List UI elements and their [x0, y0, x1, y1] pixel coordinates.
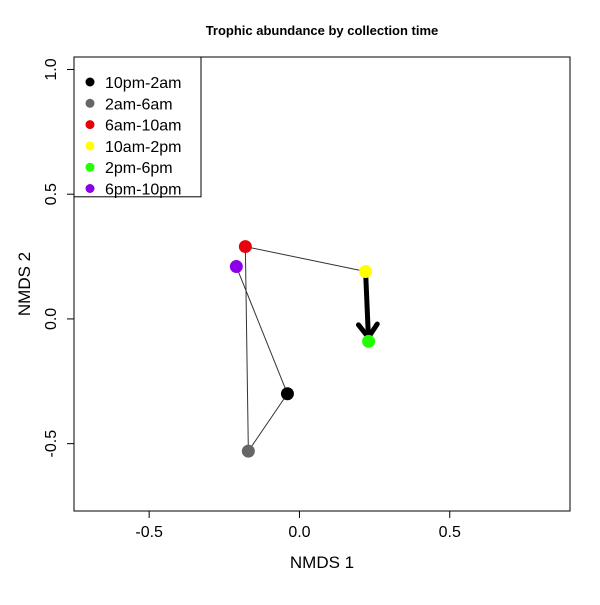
- x-axis: -0.5 0.0 0.5: [135, 511, 461, 541]
- x-tick-label: 0.0: [288, 524, 310, 541]
- data-point: [280, 387, 294, 401]
- data-point: [241, 444, 255, 458]
- trajectory-path: [235, 246, 366, 452]
- data-point: [238, 240, 252, 254]
- path-segment: [247, 393, 288, 452]
- arrow-layer: [355, 269, 380, 340]
- data-point: [359, 265, 373, 279]
- y-tick-label: 0.5: [43, 183, 60, 205]
- legend-marker: [85, 141, 95, 151]
- data-point: [229, 260, 243, 274]
- legend-label: 2pm-6pm: [105, 160, 173, 177]
- legend-label: 2am-6am: [105, 96, 173, 113]
- legend: 10pm-2am 2am-6am 6am-10am 10am-2pm 2pm-6pm 6p…: [73, 56, 202, 199]
- y-axis-label: NMDS 2: [15, 252, 34, 316]
- path-segment: [245, 246, 366, 273]
- arrow-shaft: [363, 269, 371, 340]
- data-point: [362, 334, 376, 348]
- legend-marker: [85, 120, 95, 130]
- x-tick-label: 0.5: [439, 524, 461, 541]
- legend-label: 10am-2pm: [105, 139, 181, 156]
- y-tick-label: 1.0: [43, 58, 60, 80]
- x-tick-label: -0.5: [135, 524, 163, 541]
- y-tick-label: 0.0: [43, 308, 60, 330]
- legend-marker: [85, 77, 95, 87]
- legend-marker: [85, 162, 95, 172]
- legend-label: 6am-10am: [105, 118, 181, 135]
- legend-marker: [85, 184, 95, 193]
- path-segment: [244, 246, 249, 452]
- x-axis-label: NMDS 1: [290, 553, 354, 572]
- path-segment: [235, 266, 288, 394]
- y-tick-label: -0.5: [43, 430, 60, 458]
- legend-marker: [85, 98, 95, 108]
- chart-title: Trophic abundance by collection time: [206, 23, 439, 38]
- legend-label: 6pm-10pm: [105, 182, 181, 199]
- plot-frame: [73, 56, 571, 512]
- legend-label: 10pm-2am: [105, 75, 181, 92]
- y-axis: -0.5 0.0 0.5 1.0: [43, 58, 74, 457]
- points-layer: [229, 240, 376, 458]
- legend-box: [73, 56, 202, 198]
